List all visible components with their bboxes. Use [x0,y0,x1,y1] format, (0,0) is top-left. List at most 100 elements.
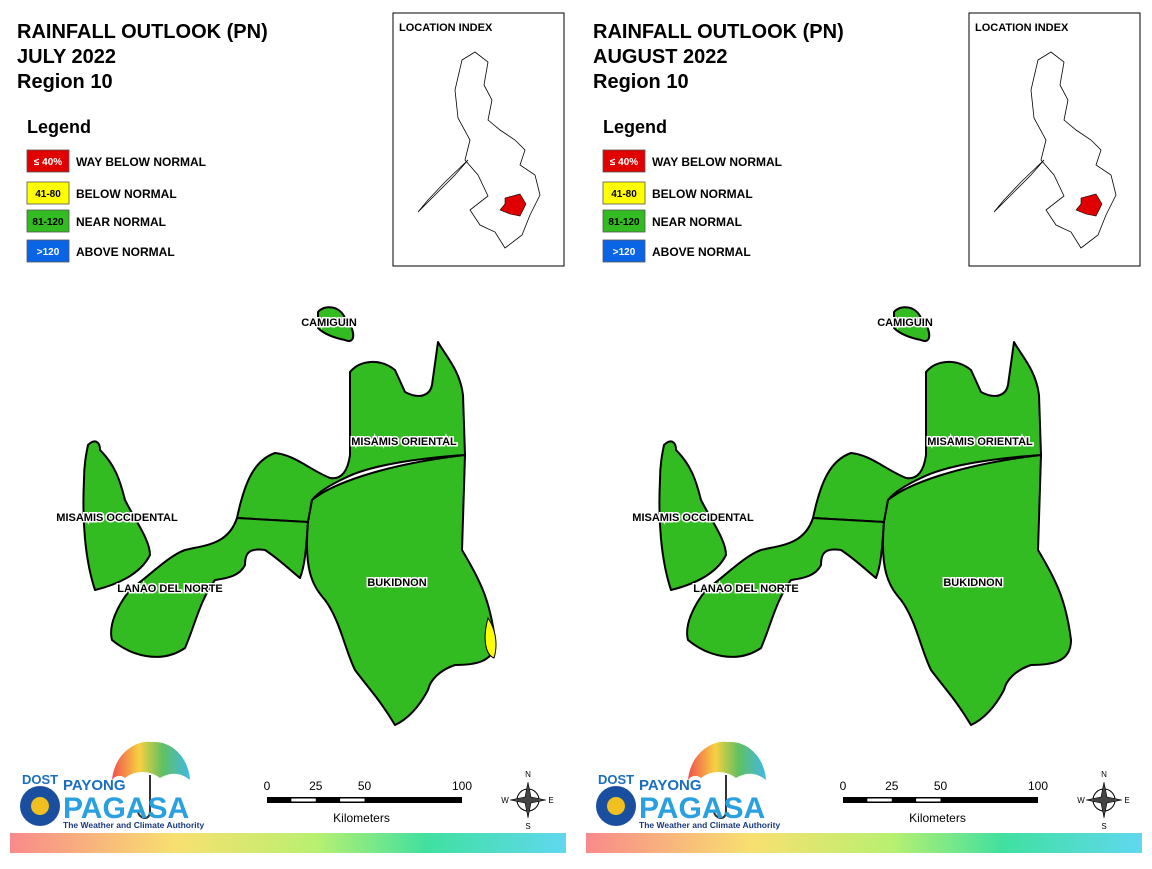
inset-palawan [417,159,469,213]
province-label: CAMIGUIN [301,317,357,329]
inset-title: LOCATION INDEX [399,22,493,34]
footer-band [586,833,1142,853]
below-normal-area [484,616,497,659]
title-line: RAINFALL OUTLOOK (PN) [593,21,844,43]
province-label: CAMIGUIN [877,317,933,329]
province-label: MISAMIS OCCIDENTAL [56,512,178,524]
legend-key: 81-120 [608,217,640,228]
legend-key: >120 [613,247,636,258]
compass-star [509,781,547,819]
province [658,440,727,591]
scale-segment [340,798,365,802]
legend-label: NEAR NORMAL [652,215,742,229]
legend-key: ≤ 40% [610,157,638,168]
title-line: Region 10 [17,71,113,93]
legend-title: Legend [603,117,667,137]
logo-line2: PAGASA [63,792,189,825]
province [305,454,496,726]
legend-swatch [26,239,70,263]
scale-unit: Kilometers [909,811,966,825]
logo-agency: DOST [598,772,634,787]
scale-tick-label: 0 [264,779,271,793]
logo-umbrella [688,741,766,780]
province [82,440,151,591]
legend-label: ABOVE NORMAL [76,245,175,259]
map-panel: RAINFALL OUTLOOK (PN) AUGUST 2022 Region 1… [586,12,1142,853]
title-line: RAINFALL OUTLOOK (PN) [17,21,268,43]
legend-label: WAY BELOW NORMAL [76,155,206,169]
legend-key: >120 [37,247,60,258]
inset-palawan [993,159,1045,213]
province [317,306,355,342]
compass-star [1085,781,1123,819]
province-label: MISAMIS ORIENTAL [927,436,1033,448]
compass-letter: S [1101,822,1106,831]
legend-label: ABOVE NORMAL [652,245,751,259]
footer-band [10,833,566,853]
inset-title: LOCATION INDEX [975,22,1069,34]
title-line: AUGUST 2022 [593,46,728,68]
scale-tick-label: 50 [358,779,372,793]
compass-letter: S [525,822,530,831]
map-panel: RAINFALL OUTLOOK (PN) JULY 2022 Region 10 L… [10,12,566,853]
province [686,517,885,658]
logo-handle [713,775,727,819]
legend-swatch [26,209,70,233]
legend-swatch [602,149,646,173]
logo-umbrella [112,741,190,780]
scale-tick-label: 0 [840,779,847,793]
province [110,517,309,658]
province [812,341,1042,523]
province [893,306,931,342]
scale-tick-label: 25 [309,779,323,793]
scale-segment [291,798,316,802]
legend-label: BELOW NORMAL [652,187,753,201]
scale-segment [916,798,941,802]
legend-key: 81-120 [32,217,64,228]
logo-tagline: The Weather and Climate Authority [639,820,780,830]
province-label: BUKIDNON [943,577,1002,589]
logo-agency: DOST [22,772,58,787]
logo-handle [137,775,151,819]
province-label: MISAMIS OCCIDENTAL [632,512,754,524]
legend-key: 41-80 [35,189,61,200]
province-label: LANAO DEL NORTE [117,583,223,595]
legend-swatch [602,209,646,233]
scale-segment [867,798,892,802]
legend-title: Legend [27,117,91,137]
title-line: Region 10 [593,71,689,93]
compass-letter: E [1124,796,1129,805]
logo-line2: PAGASA [639,792,765,825]
legend-swatch [602,239,646,263]
province [236,341,466,523]
legend-key: 41-80 [611,189,637,200]
logo-line1: PAYONG [639,777,702,794]
legend-label: BELOW NORMAL [76,187,177,201]
logo-seal-inner [607,797,625,815]
compass-letter: W [1077,796,1085,805]
province-label: MISAMIS ORIENTAL [351,436,457,448]
compass-letter: N [525,770,531,779]
legend-swatch [602,181,646,205]
compass-letter: N [1101,770,1107,779]
inset-region [1075,193,1103,217]
province-label: LANAO DEL NORTE [693,583,799,595]
legend-label: NEAR NORMAL [76,215,166,229]
scale-tick-label: 100 [1028,779,1048,793]
logo-seal-inner [31,797,49,815]
logo-tagline: The Weather and Climate Authority [63,820,204,830]
legend-label: WAY BELOW NORMAL [652,155,782,169]
legend-swatch [26,181,70,205]
scale-tick-label: 25 [885,779,899,793]
province [881,454,1072,726]
scale-unit: Kilometers [333,811,390,825]
scale-tick-label: 100 [452,779,472,793]
logo-line1: PAYONG [63,777,126,794]
province-label: BUKIDNON [367,577,426,589]
inset-region [499,193,527,217]
compass-letter: W [501,796,509,805]
title-line: JULY 2022 [17,46,116,68]
legend-swatch [26,149,70,173]
